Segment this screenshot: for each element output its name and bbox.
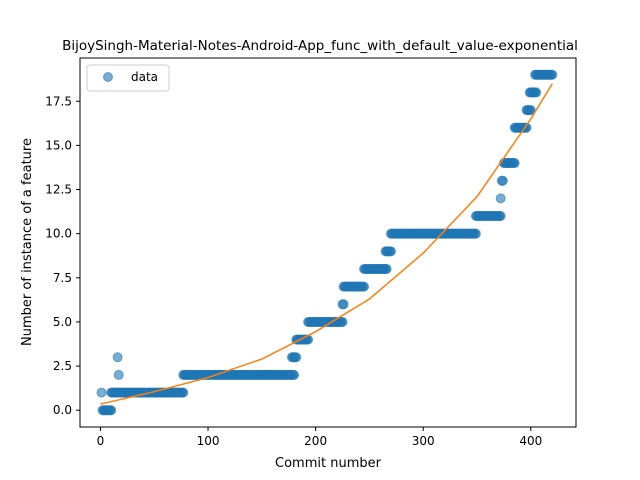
chart-title: BijoySingh-Material-Notes-Android-App_fu… xyxy=(62,38,578,54)
data-point xyxy=(107,406,116,415)
y-axis-ticks: 0.0 2.5 5.0 7.5 10.0 12.5 15.0 17.5 xyxy=(45,94,80,417)
data-point xyxy=(532,88,541,97)
y-tick-label: 17.5 xyxy=(45,94,72,108)
data-point xyxy=(360,282,369,291)
data-point xyxy=(496,194,505,203)
data-point xyxy=(386,247,395,256)
y-tick-label: 2.5 xyxy=(53,359,72,373)
legend-label-data: data xyxy=(131,70,158,84)
legend: data xyxy=(87,65,169,91)
plot-area-border xyxy=(80,58,576,427)
data-point xyxy=(292,353,301,362)
x-tick-label: 400 xyxy=(519,434,542,448)
data-point xyxy=(338,317,347,326)
y-tick-label: 0.0 xyxy=(53,403,72,417)
y-axis-label: Number of instance of a feature xyxy=(20,138,35,346)
data-point xyxy=(339,300,348,309)
x-tick-label: 100 xyxy=(197,434,220,448)
x-tick-label: 0 xyxy=(97,434,105,448)
data-point xyxy=(97,388,106,397)
data-points xyxy=(97,70,557,414)
x-tick-label: 200 xyxy=(304,434,327,448)
data-point xyxy=(382,264,391,273)
y-tick-label: 12.5 xyxy=(45,183,72,197)
x-axis-label: Commit number xyxy=(275,456,382,471)
data-point xyxy=(113,353,122,362)
fit-line xyxy=(100,84,552,404)
y-tick-label: 7.5 xyxy=(53,271,72,285)
y-tick-label: 5.0 xyxy=(53,315,72,329)
fit-line-group xyxy=(100,84,552,404)
axes-frame xyxy=(80,58,576,427)
data-point xyxy=(471,229,480,238)
legend-marker-data xyxy=(104,73,113,82)
y-tick-label: 10.0 xyxy=(45,227,72,241)
x-axis-ticks: 0 100 200 300 400 xyxy=(97,427,543,448)
data-point xyxy=(496,212,505,221)
x-tick-label: 300 xyxy=(412,434,435,448)
data-point xyxy=(290,370,299,379)
data-point xyxy=(498,176,507,185)
y-tick-label: 15.0 xyxy=(45,138,72,152)
data-point xyxy=(548,70,557,79)
data-point xyxy=(179,388,188,397)
data-point xyxy=(114,370,123,379)
data-point xyxy=(510,159,519,168)
